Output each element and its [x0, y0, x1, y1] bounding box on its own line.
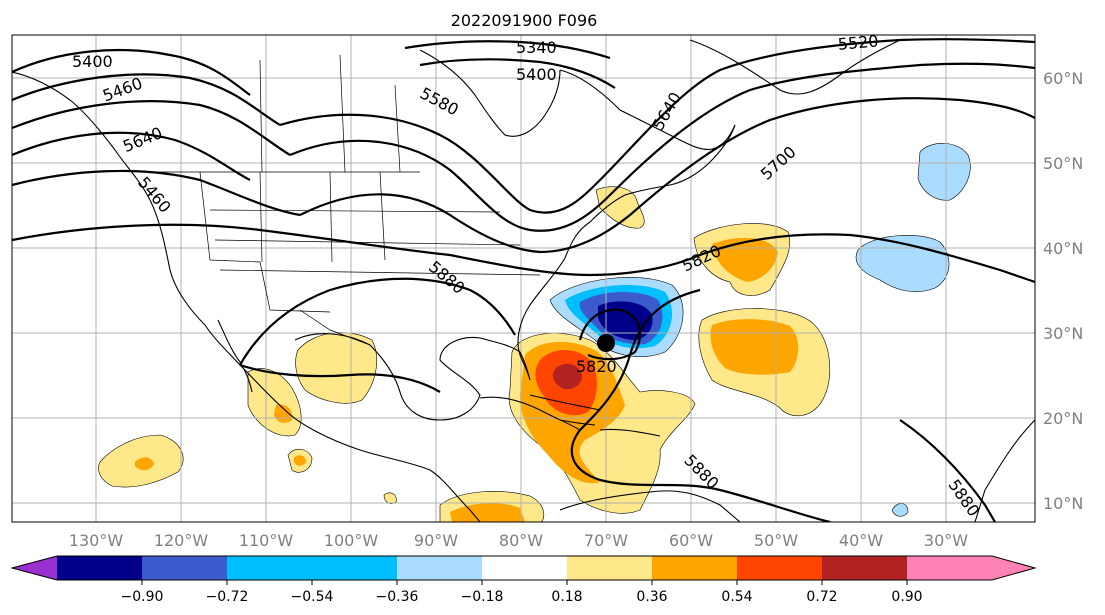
colorbar-swatch [737, 556, 822, 580]
positive-anomaly-pacific-mid [135, 457, 154, 471]
longitude-labels: 130°W 120°W 110°W 100°W 90°W 80°W 70°W 6… [69, 531, 968, 550]
contour-5700-west [12, 169, 301, 217]
graticule [12, 35, 1035, 522]
colorbar-low-extend [12, 556, 57, 580]
coast-africa [974, 419, 1035, 522]
contour-label: 5400 [516, 65, 557, 84]
colorbar-swatch [227, 556, 312, 580]
coast-hudson [419, 49, 561, 137]
colorbar-tick-label: −0.90 [121, 589, 164, 605]
contour-5760-west [12, 223, 451, 257]
lat-label: 50°N [1043, 154, 1083, 173]
lon-label: 90°W [414, 531, 458, 550]
lat-label: 60°N [1043, 69, 1083, 88]
contour-5520-west [12, 100, 291, 156]
colorbar-tick-label: 0.54 [721, 589, 752, 605]
coast-eastern-us [564, 124, 736, 259]
lon-label: 110°W [239, 531, 294, 550]
lon-label: 50°W [754, 531, 798, 550]
colorbar-tick-label: −0.18 [461, 589, 504, 605]
positive-anomaly-atlantic-east-mid [710, 319, 799, 375]
contour-label: 5520 [837, 31, 879, 53]
contour-5880-ridge [239, 277, 516, 366]
contour-5820-low [578, 308, 642, 361]
colorbar-swatch [57, 556, 142, 580]
colorbar-tick-label: 0.36 [636, 589, 667, 605]
contour-north-cap [404, 40, 611, 60]
coast-greenland [689, 39, 901, 95]
positive-anomaly-small-central [383, 492, 397, 504]
contour-5880-sub [570, 288, 831, 522]
contour-east [899, 419, 996, 522]
contour-label: 5340 [516, 38, 557, 57]
lat-label: 20°N [1043, 409, 1083, 428]
contour-5640-west [12, 131, 251, 181]
contour-trough-3 [299, 97, 1035, 254]
lat-label: 30°N [1043, 324, 1083, 343]
contour-label: 5820 [576, 357, 617, 376]
colorbar-swatch [822, 556, 907, 580]
colorbar-outline [10, 555, 1037, 581]
coast-cuba [479, 396, 581, 431]
contour-5400 [12, 48, 251, 96]
colorbar-tick-label: 0.72 [806, 589, 837, 605]
lon-label: 130°W [69, 531, 124, 550]
contour-5820 [449, 233, 1035, 284]
negative-anomaly-small-se [891, 503, 909, 517]
lon-label: 40°W [839, 531, 883, 550]
colorbar-swatch [312, 556, 397, 580]
positive-anomaly-central-america-mid [450, 503, 525, 522]
political-borders [145, 54, 541, 346]
colorbar-high-extend [992, 556, 1035, 580]
lat-label: 40°N [1043, 239, 1083, 258]
lon-label: 100°W [324, 531, 379, 550]
colorbar-tick-label: −0.54 [291, 589, 334, 605]
coast-gulf [294, 333, 521, 421]
contour-5460-north [12, 73, 281, 126]
coast-caribbean-islands [529, 394, 661, 437]
contour-trough-2 [289, 62, 1035, 232]
lon-label: 80°W [499, 531, 543, 550]
colorbar-swatch [397, 556, 482, 580]
lat-label: 10°N [1043, 494, 1083, 513]
latitude-labels: 60°N 50°N 40°N 30°N 20°N 10°N [1043, 69, 1083, 513]
positive-anomaly-pacific-small-mid [294, 455, 306, 466]
colorbar-swatch [652, 556, 737, 580]
coast-florida [517, 257, 566, 381]
lon-label: 60°W [669, 531, 713, 550]
colorbar: −0.90 −0.72 −0.54 −0.36 −0.18 0.18 0.36 … [10, 555, 1037, 605]
coast-baja [217, 319, 253, 393]
map-title: 2022091900 F096 [451, 11, 598, 30]
positive-anomaly-atlantic-north-mid [712, 237, 778, 282]
positive-anomaly-caribbean-core [552, 363, 582, 390]
coast-south-america [559, 490, 741, 522]
negative-anomaly-northatlantic [917, 143, 971, 201]
map-area [12, 35, 1035, 522]
contour-gulf [239, 363, 441, 393]
colorbar-tick-label: 0.90 [891, 589, 922, 605]
storm-center-marker [597, 334, 615, 352]
colorbar-swatch [142, 556, 227, 580]
colorbar-swatch [567, 556, 652, 580]
colorbar-swatch [482, 556, 567, 580]
coastlines [12, 39, 1035, 522]
coast-pacific-na [149, 199, 481, 522]
colorbar-swatch [907, 556, 992, 580]
contour-north-cap-2 [419, 58, 616, 89]
lon-label: 30°W [924, 531, 968, 550]
colorbar-tick-label: −0.36 [376, 589, 419, 605]
map-frame [11, 34, 1036, 523]
lon-label: 120°W [154, 531, 209, 550]
lon-label: 70°W [584, 531, 628, 550]
contour-trough-1 [279, 38, 1035, 214]
colorbar-tick-label: −0.72 [206, 589, 249, 605]
contour-label: 5400 [72, 52, 113, 71]
height-contours [12, 38, 1035, 522]
colorbar-tick-label: 0.18 [551, 589, 582, 605]
coast-labrador [559, 69, 736, 150]
